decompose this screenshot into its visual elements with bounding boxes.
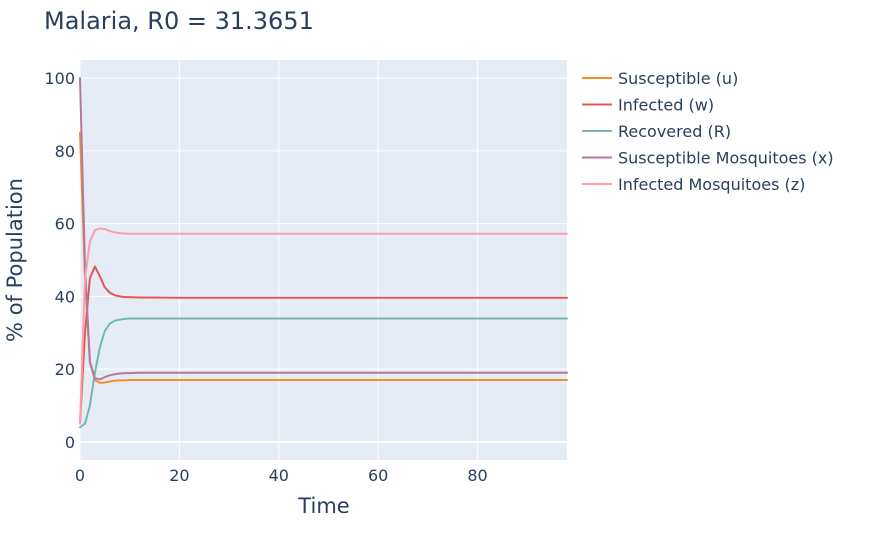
y-tick-label: 100	[44, 69, 75, 88]
grid	[79, 60, 567, 460]
x-axis-ticks: 0 20 40 60 80	[75, 466, 488, 485]
y-tick-label: 0	[65, 433, 75, 452]
series-line	[79, 317, 568, 429]
series-lines	[79, 77, 568, 429]
x-tick-label: 40	[269, 466, 289, 485]
y-tick-label: 80	[55, 142, 75, 161]
legend[interactable]: Susceptible (u) Infected (w) Recovered (R)…	[582, 69, 834, 194]
x-tick-label: 20	[169, 466, 189, 485]
legend-item[interactable]: Infected (w)	[582, 96, 714, 115]
chart-title: Malaria, R0 = 31.3651	[44, 7, 314, 35]
x-tick-label: 80	[467, 466, 487, 485]
plot-area	[80, 60, 567, 460]
x-axis-title: Time	[297, 494, 349, 518]
legend-label: Susceptible (u)	[618, 69, 738, 88]
y-tick-label: 40	[55, 287, 75, 306]
legend-item[interactable]: Susceptible Mosquitoes (x)	[582, 149, 834, 168]
legend-label: Infected (w)	[618, 96, 714, 115]
legend-label: Susceptible Mosquitoes (x)	[618, 149, 834, 168]
x-tick-label: 0	[75, 466, 85, 485]
legend-item[interactable]: Recovered (R)	[582, 122, 731, 141]
y-tick-label: 20	[55, 360, 75, 379]
series-line	[79, 77, 568, 381]
y-axis-title: % of Population	[3, 178, 27, 342]
legend-label: Recovered (R)	[618, 122, 731, 141]
y-tick-label: 60	[55, 215, 75, 234]
y-axis-ticks: 0 20 40 60 80 100	[44, 69, 75, 452]
series-line	[79, 131, 568, 384]
legend-item[interactable]: Infected Mosquitoes (z)	[582, 175, 805, 194]
series-line	[79, 265, 568, 425]
legend-label: Infected Mosquitoes (z)	[618, 175, 805, 194]
series-line	[79, 227, 568, 425]
legend-item[interactable]: Susceptible (u)	[582, 69, 738, 88]
x-tick-label: 60	[368, 466, 388, 485]
